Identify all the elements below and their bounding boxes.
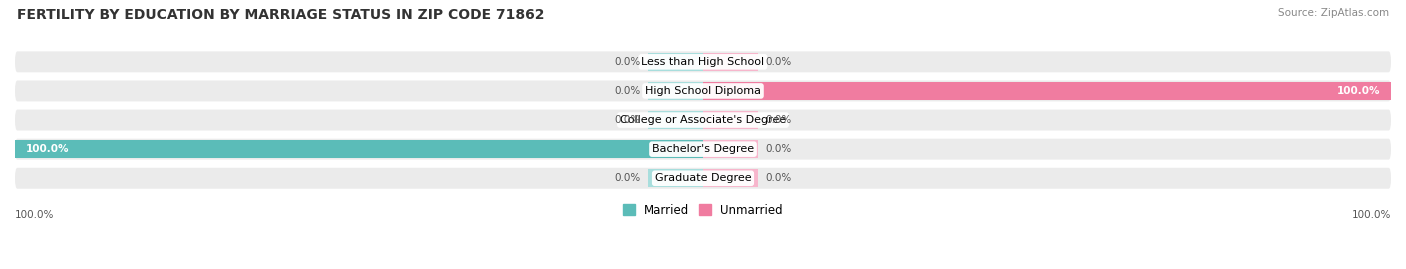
Text: FERTILITY BY EDUCATION BY MARRIAGE STATUS IN ZIP CODE 71862: FERTILITY BY EDUCATION BY MARRIAGE STATU… bbox=[17, 8, 544, 22]
Bar bbox=[648, 53, 703, 71]
Bar bbox=[703, 140, 758, 158]
Text: 100.0%: 100.0% bbox=[1337, 86, 1381, 96]
Text: 100.0%: 100.0% bbox=[25, 144, 69, 154]
Bar bbox=[703, 169, 758, 187]
FancyBboxPatch shape bbox=[15, 80, 1391, 101]
Bar bbox=[703, 111, 758, 129]
Bar bbox=[648, 169, 703, 187]
Bar bbox=[648, 111, 703, 129]
Text: College or Associate's Degree: College or Associate's Degree bbox=[620, 115, 786, 125]
Text: Graduate Degree: Graduate Degree bbox=[655, 173, 751, 183]
Bar bbox=[15, 140, 703, 158]
FancyBboxPatch shape bbox=[15, 51, 1391, 72]
Text: 100.0%: 100.0% bbox=[15, 210, 55, 220]
Bar bbox=[703, 53, 758, 71]
Bar bbox=[703, 82, 1391, 100]
Legend: Married, Unmarried: Married, Unmarried bbox=[620, 201, 786, 219]
Bar bbox=[648, 82, 703, 100]
FancyBboxPatch shape bbox=[15, 109, 1391, 130]
Text: Bachelor's Degree: Bachelor's Degree bbox=[652, 144, 754, 154]
Text: 0.0%: 0.0% bbox=[765, 57, 792, 67]
Text: Source: ZipAtlas.com: Source: ZipAtlas.com bbox=[1278, 8, 1389, 18]
Text: 0.0%: 0.0% bbox=[765, 115, 792, 125]
Text: 0.0%: 0.0% bbox=[765, 173, 792, 183]
FancyBboxPatch shape bbox=[15, 139, 1391, 160]
Text: Less than High School: Less than High School bbox=[641, 57, 765, 67]
Text: High School Diploma: High School Diploma bbox=[645, 86, 761, 96]
Text: 0.0%: 0.0% bbox=[614, 115, 641, 125]
Text: 0.0%: 0.0% bbox=[614, 173, 641, 183]
Text: 100.0%: 100.0% bbox=[1351, 210, 1391, 220]
Text: 0.0%: 0.0% bbox=[614, 86, 641, 96]
Text: 0.0%: 0.0% bbox=[614, 57, 641, 67]
Text: 0.0%: 0.0% bbox=[765, 144, 792, 154]
FancyBboxPatch shape bbox=[15, 168, 1391, 189]
